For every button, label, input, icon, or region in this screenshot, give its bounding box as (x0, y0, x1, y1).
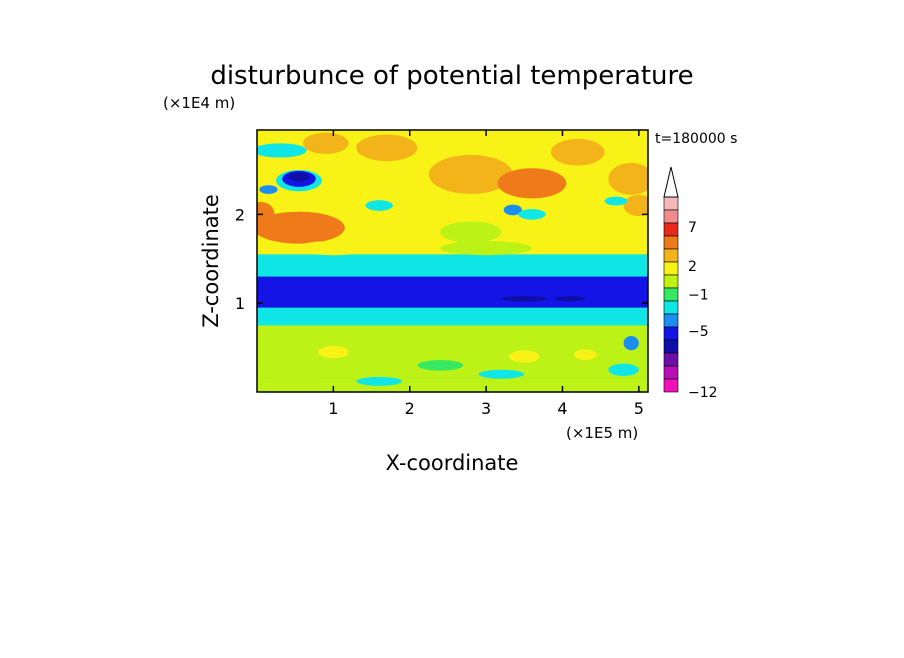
y-tick-label: 2 (235, 205, 245, 224)
x-scale-label: (×1E5 m) (566, 424, 638, 442)
contour-patch-14 (259, 185, 278, 194)
y-axis: 12 (235, 205, 648, 313)
colorbar-tick-label: −1 (688, 288, 709, 304)
contour-patch-33 (417, 360, 464, 371)
chart-title: disturbunce of potential temperature (210, 61, 693, 91)
x-tick-label: 1 (328, 399, 338, 418)
colorbar-swatch (663, 248, 679, 263)
contour-patch-26 (509, 350, 540, 363)
contour-patch-34 (356, 376, 403, 386)
band-4 (257, 254, 648, 277)
contour-patch-19 (604, 196, 628, 206)
colorbar-swatch (663, 196, 679, 211)
contour-patch-17 (503, 204, 522, 216)
contour-patch-9 (608, 162, 648, 195)
contour-patch-21 (440, 241, 532, 256)
colorbar-swatch (663, 274, 679, 289)
contour-patch-7 (356, 134, 418, 162)
contour-patch-29 (390, 333, 429, 345)
contour-patch-5 (257, 201, 275, 227)
colorbar-upper-arrow (663, 166, 679, 198)
contour-patch-37 (554, 296, 586, 302)
colorbar-swatch (663, 339, 679, 354)
contour-patch-15 (257, 143, 307, 158)
colorbar-tick-label: 2 (688, 259, 697, 275)
contour-patch-23 (371, 214, 448, 242)
x-axis: 1 2 3 4 5 (328, 130, 644, 418)
contour-patch-6 (551, 138, 605, 166)
colorbar-swatch (663, 313, 679, 328)
contour-patch-31 (264, 371, 326, 381)
colorbar-swatch (663, 365, 679, 380)
contour-patch-36 (501, 296, 548, 302)
colorbar-swatch (663, 222, 679, 237)
band-0 (257, 378, 648, 392)
contour-patch-25 (318, 345, 349, 359)
contour-patch-16 (365, 200, 393, 211)
contour-patch-24 (440, 221, 502, 243)
colorbar-tick-label: −5 (688, 324, 709, 340)
x-tick-label: 2 (405, 399, 415, 418)
y-axis-label: Z-coordinate (199, 194, 223, 328)
plot-frame (256, 129, 649, 393)
contour-patch-20 (295, 241, 372, 256)
contour-patch-4 (272, 218, 326, 237)
y-tick-label: 1 (235, 294, 245, 313)
time-label: t=180000 s (655, 131, 737, 147)
colorbar-swatch (663, 235, 679, 250)
colorbar-swatch (663, 352, 679, 367)
contour-patch-27 (573, 349, 597, 361)
contour-patch-10 (623, 194, 648, 217)
contour-patch-32 (608, 363, 639, 377)
contour-patch-35 (623, 336, 639, 351)
colorbar: 7 2 −1 −5 −12 (663, 166, 718, 401)
colorbar-tick-label: 7 (688, 220, 697, 236)
colorbar-swatch (663, 209, 679, 224)
contour-patch-13 (288, 172, 310, 182)
colorbar-swatch (663, 378, 679, 393)
colorbar-tick-label: −12 (688, 385, 718, 401)
contour-field (257, 130, 648, 392)
contour-patch-2 (506, 171, 550, 190)
y-scale-label: (×1E4 m) (163, 94, 235, 112)
colorbar-swatch (663, 326, 679, 341)
band-3 (257, 276, 648, 308)
colorbar-swatch (663, 300, 679, 315)
x-tick-label: 4 (557, 399, 567, 418)
band-2 (257, 307, 648, 326)
x-axis-label: X-coordinate (386, 451, 519, 475)
contour-patch-0 (428, 154, 513, 194)
contour-patch-8 (302, 132, 349, 154)
contour-patch-30 (478, 369, 525, 379)
colorbar-swatch (663, 287, 679, 302)
contour-patch-28 (257, 336, 292, 350)
x-tick-label: 5 (634, 399, 644, 418)
colorbar-swatch (663, 261, 679, 276)
x-tick-label: 3 (481, 399, 491, 418)
contour-patch-18 (518, 209, 546, 220)
contour-patch-22 (570, 233, 632, 249)
